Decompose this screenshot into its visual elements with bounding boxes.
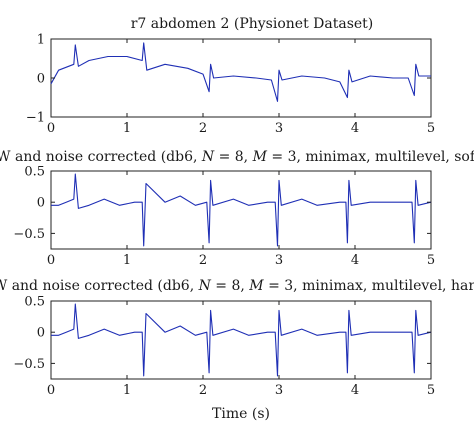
panel-1-x-tick-label: 2 — [199, 121, 207, 136]
panel-3-axes — [50, 300, 432, 380]
panel-2-trace-group — [51, 173, 432, 247]
panel-3-ticks: 0 1 2 3 4 50.50−0.5 — [13, 295, 435, 399]
panel-3-title: BW and noise corrected (db6, N = 8, M = … — [0, 278, 474, 294]
panel-3-x-tick-label: 0 — [47, 383, 55, 398]
panel-3-x-tick-label: 3 — [275, 383, 283, 398]
panel-2-x-tick-label: 5 — [427, 253, 435, 268]
panel-2-title: BW and noise corrected (db6, N = 8, M = … — [0, 149, 474, 165]
panel-1-title: r7 abdomen 2 (Physionet Dataset) — [131, 16, 374, 32]
panel-2-title-part-c: = 3, minimax, multilevel, soft) — [267, 149, 474, 165]
panel-2-x-tick-label: 3 — [275, 253, 283, 268]
panel-3-title-part-b: = 8, — [211, 278, 249, 294]
panel-2-title-var-n: N — [201, 149, 215, 165]
panel-3: BW and noise corrected (db6, N = 8, M = … — [0, 278, 474, 422]
panel-2-title-part-a: BW and noise corrected (db6, — [0, 149, 202, 165]
panel-3-trace-group — [51, 303, 432, 377]
panel-3-y-tick-label: −0.5 — [13, 357, 45, 372]
panel-2-y-tick-label: −0.5 — [13, 227, 45, 242]
panel-3-series-1-line — [51, 303, 432, 377]
panel-2-x-tick-label: 2 — [199, 253, 207, 268]
panel-3-title-part-a: BW and noise corrected (db6, — [0, 278, 199, 294]
panel-1-y-tick-label: 0 — [37, 72, 45, 87]
panel-2-y-tick-label: 0 — [37, 196, 45, 211]
panel-2-y-tick-label: 0.5 — [24, 165, 45, 180]
panel-1-x-tick-label: 5 — [427, 121, 435, 136]
panel-3-y-tick-label: 0.5 — [24, 295, 45, 310]
panel-3-x-tick-label: 2 — [199, 383, 207, 398]
panel-1-series-1-line — [50, 42, 431, 102]
panel-2-x-tick-label: 0 — [47, 253, 55, 268]
panel-3-y-tick-label: 0 — [37, 326, 45, 341]
panel-2-series-1-line — [51, 173, 432, 247]
panel-1: r7 abdomen 2 (Physionet Dataset) 0 1 2 3 4 5 1… — [26, 16, 435, 136]
panel-2-title-part-b: = 8, — [214, 149, 252, 165]
panel-3-x-tick-label: 4 — [351, 383, 359, 398]
panel-3-x-tick-label: 1 — [123, 383, 131, 398]
panel-1-axes — [50, 38, 432, 118]
panel-3-title-part-c: = 3, minimax, multilevel, hard) — [264, 278, 474, 294]
panel-1-x-tick-label: 1 — [123, 121, 131, 136]
panel-1-y-tick-label: −1 — [26, 111, 45, 126]
panel-2: BW and noise corrected (db6, N = 8, M = … — [0, 149, 474, 268]
panel-1-x-tick-label: 0 — [47, 121, 55, 136]
panel-1-x-tick-label: 3 — [275, 121, 283, 136]
panel-1-x-tick-label: 4 — [351, 121, 359, 136]
panel-2-x-tick-label: 1 — [123, 253, 131, 268]
panel-3-x-tick-label: 5 — [427, 383, 435, 398]
panel-3-title-var-n: N — [198, 278, 212, 294]
panel-1-trace-group — [50, 42, 431, 102]
panel-3-title-var-m: M — [248, 278, 264, 294]
panel-2-axes — [50, 170, 432, 250]
x-axis-label: Time (s) — [212, 406, 270, 422]
panel-1-ticks: 0 1 2 3 4 510−1 — [26, 33, 435, 137]
panel-2-x-tick-label: 4 — [351, 253, 359, 268]
panel-2-ticks: 0 1 2 3 4 50.50−0.5 — [13, 165, 435, 269]
panel-1-y-tick-label: 1 — [37, 33, 45, 48]
panel-2-title-var-m: M — [252, 149, 268, 165]
